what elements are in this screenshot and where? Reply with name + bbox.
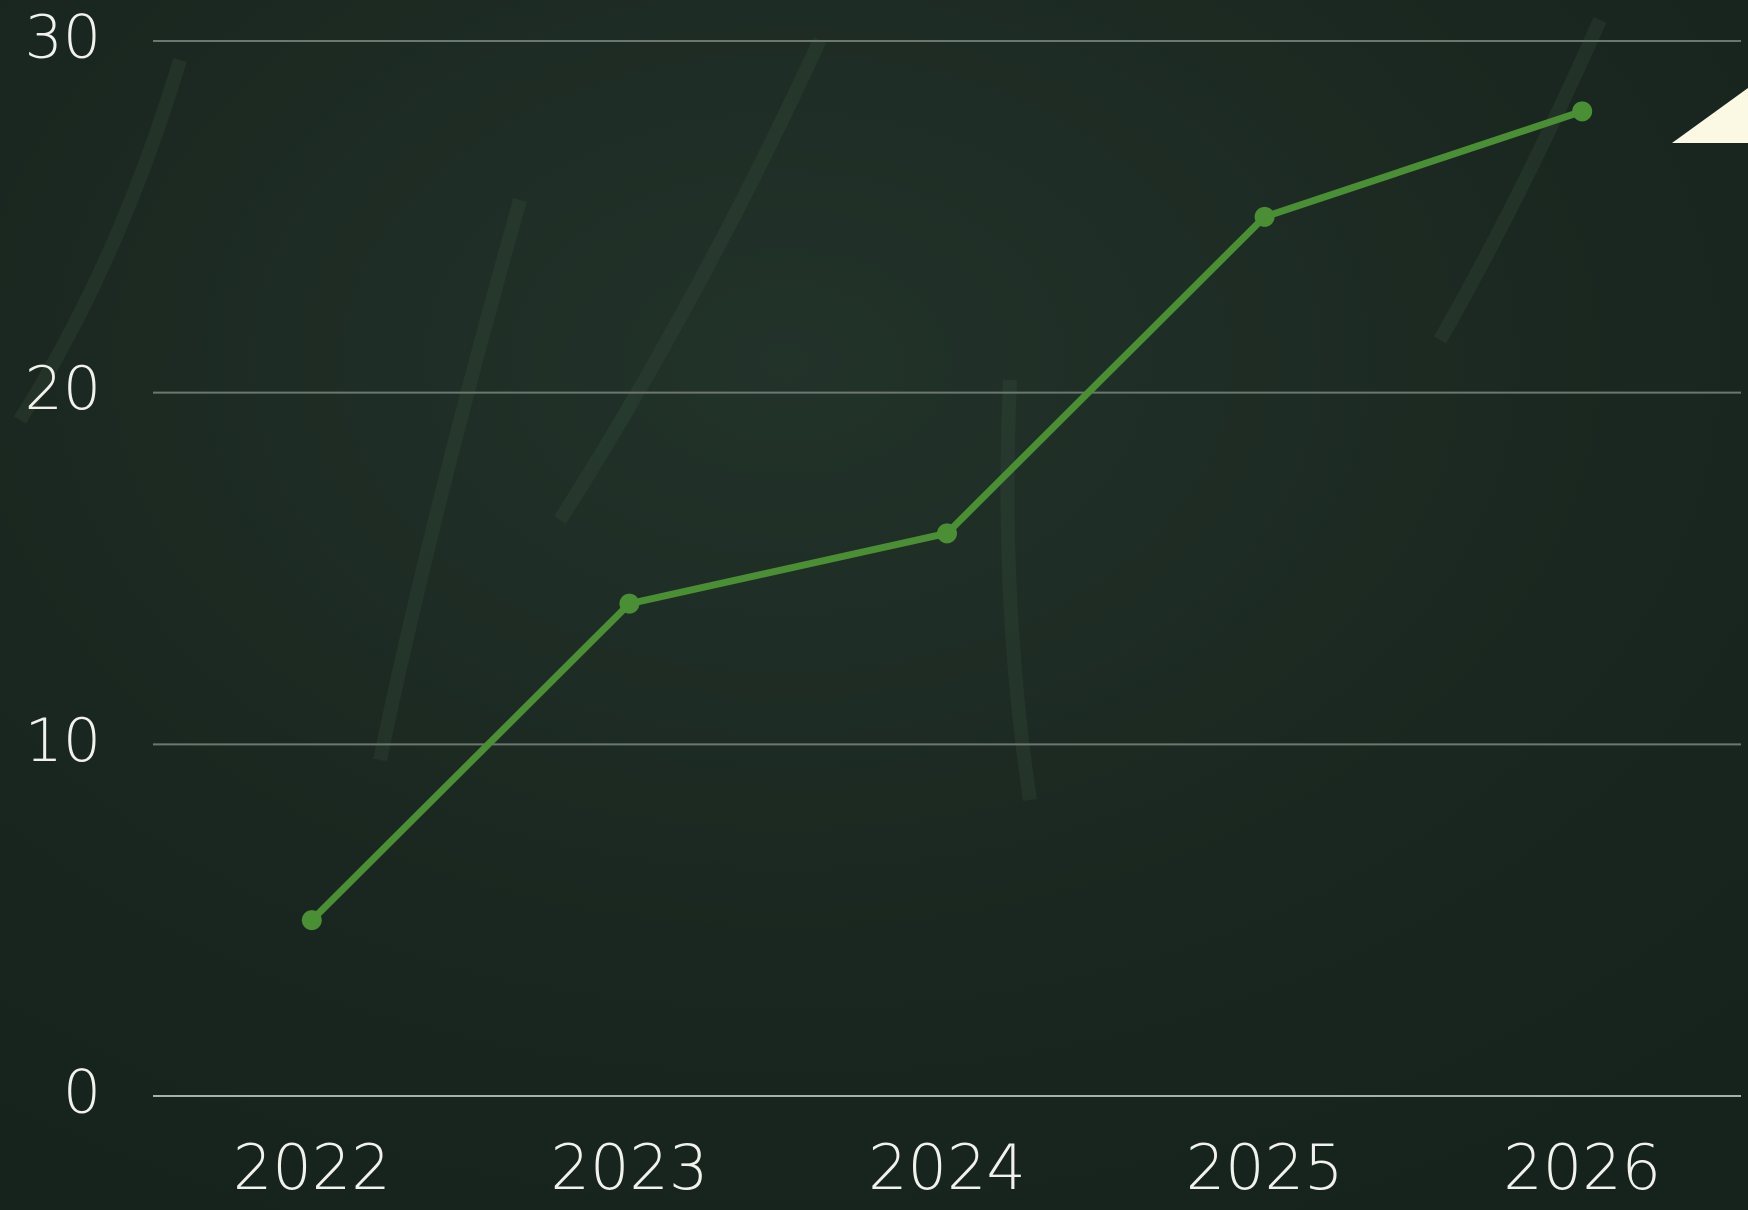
page: 010203020222023202420252026 (() => { con… [0,0,1748,1210]
x-tick-label: 2023 [551,1131,709,1204]
x-tick-label: 2025 [1186,1131,1344,1204]
point [1572,101,1592,121]
point [1255,207,1275,227]
point [619,594,639,614]
y-tick-label: 20 [25,354,101,424]
x-tick-label: 2026 [1503,1131,1661,1204]
point [302,910,322,930]
point [937,523,957,543]
y-tick-label: 0 [63,1058,101,1128]
x-tick-label: 2024 [868,1131,1026,1204]
y-tick-label: 10 [25,706,101,776]
x-tick-label: 2022 [233,1131,391,1204]
chart: 0 10 20 30 2022 2023 2024 2025 2026 [0,0,1748,1210]
y-tick-label: 30 [25,3,101,73]
background [0,0,1748,1210]
